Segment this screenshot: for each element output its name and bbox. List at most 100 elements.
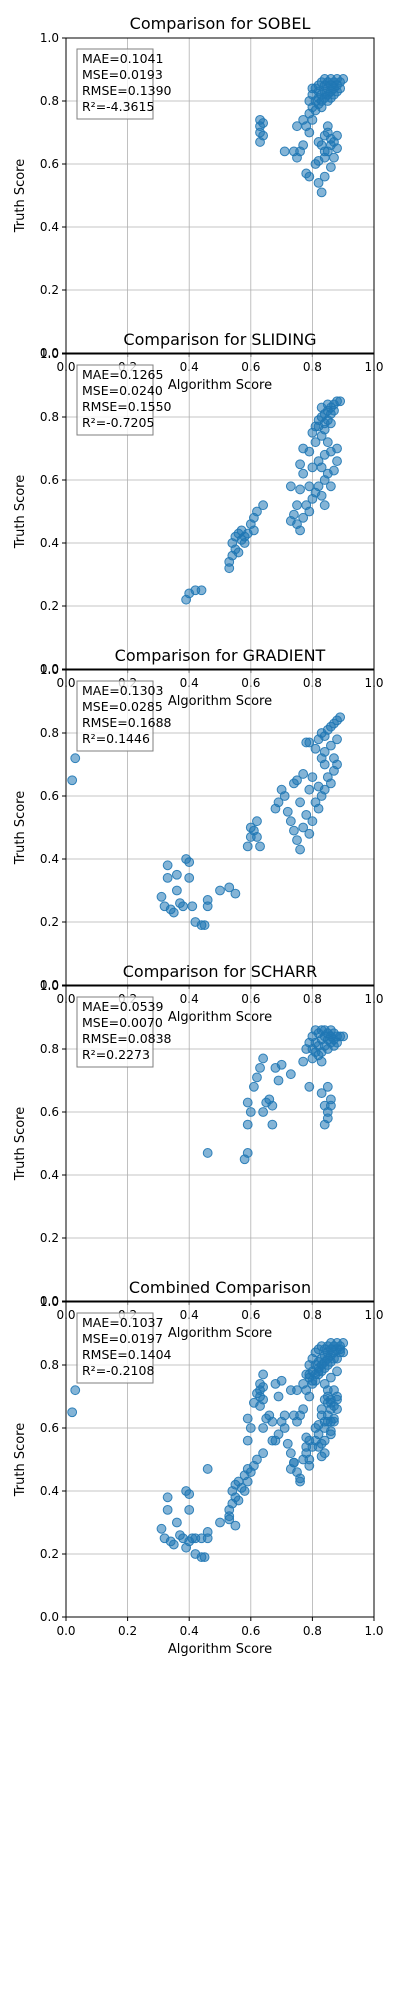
scatter-point [304,127,315,138]
y-tick-label: 0.0 [40,1610,59,1624]
scatter-point [248,1081,259,1092]
scatter-point [307,1375,318,1386]
chart-title: Comparison for SLIDING [123,330,316,349]
scatter-point [187,901,198,912]
y-tick-label: 0.2 [40,599,59,613]
y-tick-label: 0.6 [40,789,59,803]
scatter-point [242,841,253,852]
y-tick-label: 0.0 [40,1294,59,1308]
scatter-point [233,547,244,558]
y-tick-label: 0.4 [40,1168,59,1182]
y-tick-label: 0.4 [40,1484,59,1498]
y-tick-label: 0.0 [40,662,59,676]
scatter-point [332,456,342,467]
scatter-point [325,162,336,173]
scatter-point [282,806,293,817]
scatter-point [310,743,321,754]
scatter-point [332,734,342,745]
scatter-point [67,1407,78,1418]
scatter-point [332,143,342,154]
stat-line: RMSE=0.1390 [82,83,172,98]
scatter-point [325,1025,336,1035]
scatter-point [255,1063,265,1073]
y-tick-label: 0.0 [40,978,59,992]
scatter-point [242,1148,253,1158]
stat-line: MSE=0.0240 [82,383,163,398]
scatter-point [285,816,296,827]
scatter-point [329,1385,339,1396]
stat-line: R²=0.1446 [82,731,150,746]
scatter-point [285,1448,296,1459]
scatter-point [258,118,269,128]
scatter-point [273,797,284,808]
scatter-point [313,803,324,814]
y-tick-label: 0.8 [40,726,59,740]
scatter-point [319,1379,330,1389]
scatter-point [325,1372,336,1383]
scatter-point [230,1520,241,1531]
scatter-point [242,1413,253,1424]
scatter-point [67,775,78,786]
scatter-point [242,1435,253,1446]
x-tick-label: 0.6 [241,1624,260,1638]
scatter-point [304,737,315,748]
y-tick-label: 1.0 [40,663,59,677]
scatter-point [276,1059,287,1070]
x-axis-label: Algorithm Score [168,1642,272,1657]
scatter-point [295,484,305,495]
chart-title: Comparison for SOBEL [130,14,311,33]
y-tick-label: 0.8 [40,410,59,424]
scatter-point [335,712,346,723]
scatter-point [171,885,182,896]
scatter-point [245,1423,256,1433]
scatter-point [258,1382,269,1392]
scatter-point [184,873,195,883]
scatter-point [307,115,318,125]
scatter-point [233,1495,244,1506]
scatter-point [304,1435,315,1446]
scatter-point [178,901,188,912]
y-tick-label: 0.2 [40,1547,59,1561]
scatter-point [325,1426,336,1437]
scatter-point [301,810,312,820]
scatter-point [267,1416,278,1427]
chart-panel: Comparison for SOBEL0.00.00.20.20.40.40.… [13,14,384,393]
scatter-point [162,860,173,871]
scatter-point [255,841,265,852]
stats-box [76,48,154,120]
stat-line: R²=-4.3615 [82,99,154,114]
stats-box [76,680,154,752]
scatter-point [252,1454,262,1465]
plot-frame [65,669,375,986]
y-axis-label: Truth Score [13,1423,28,1498]
scatter-point [319,500,330,511]
scatter-point [325,92,336,103]
y-axis-label: Truth Score [13,159,28,234]
scatter-point [338,74,349,84]
scatter-point [184,1489,195,1500]
y-tick-label: 1.0 [40,1295,59,1309]
scatter-point [319,146,330,157]
stat-line: MAE=0.1265 [82,367,163,382]
stat-line: MSE=0.0070 [82,1015,163,1030]
scatter-point [70,753,81,764]
scatter-point [322,1397,333,1408]
scatter-point [304,784,315,795]
scatter-point [289,1457,299,1468]
scatter-point [215,885,225,896]
scatter-point [239,1486,250,1496]
stat-line: R²=-0.7205 [82,415,154,430]
stat-line: RMSE=0.1404 [82,1347,172,1362]
y-tick-label: 0.8 [40,1042,59,1056]
scatter-point [279,146,290,157]
scatter-point [304,506,315,517]
scatter-point [276,1375,287,1386]
stats-box [76,1312,154,1384]
scatter-point [304,828,315,839]
scatter-point [162,1505,173,1515]
y-tick-label: 0.6 [40,1421,59,1435]
scatter-point [242,1464,253,1474]
scatter-point [307,462,318,473]
stat-line: RMSE=0.1688 [82,715,172,730]
